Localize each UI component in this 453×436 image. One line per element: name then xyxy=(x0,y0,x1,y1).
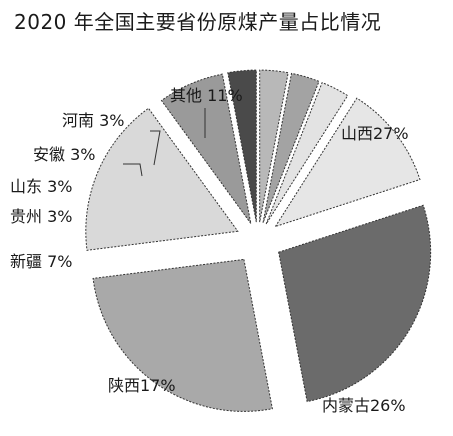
pie-slice-2 xyxy=(92,258,273,412)
slice-label-9: 其他 11% xyxy=(170,86,243,105)
slice-label-7: 安徽 3% xyxy=(33,145,95,164)
pie-slice-8 xyxy=(265,81,349,225)
pie-slice-7 xyxy=(262,72,320,223)
pie-slice-6 xyxy=(259,69,289,223)
leader-line-8 xyxy=(150,130,161,166)
pie-slice-3 xyxy=(85,107,239,251)
pie-slice-5 xyxy=(227,69,257,223)
slice-label-5: 贵州 3% xyxy=(10,207,72,226)
pie-slice-9 xyxy=(274,97,421,228)
slice-label-2: 内蒙古26% xyxy=(322,396,406,415)
slice-label-1: 山西27% xyxy=(341,124,409,143)
pie-slice-1 xyxy=(278,204,432,403)
slice-label-4: 新疆 7% xyxy=(10,252,72,271)
slice-label-6: 山东 3% xyxy=(10,177,72,196)
leader-line-7 xyxy=(123,163,143,177)
slice-label-8: 河南 3% xyxy=(62,111,124,130)
slice-label-3: 陕西17% xyxy=(108,376,176,395)
chart-title: 2020 年全国主要省份原煤产量占比情况 xyxy=(14,10,382,34)
pie-slice-4 xyxy=(160,73,252,224)
